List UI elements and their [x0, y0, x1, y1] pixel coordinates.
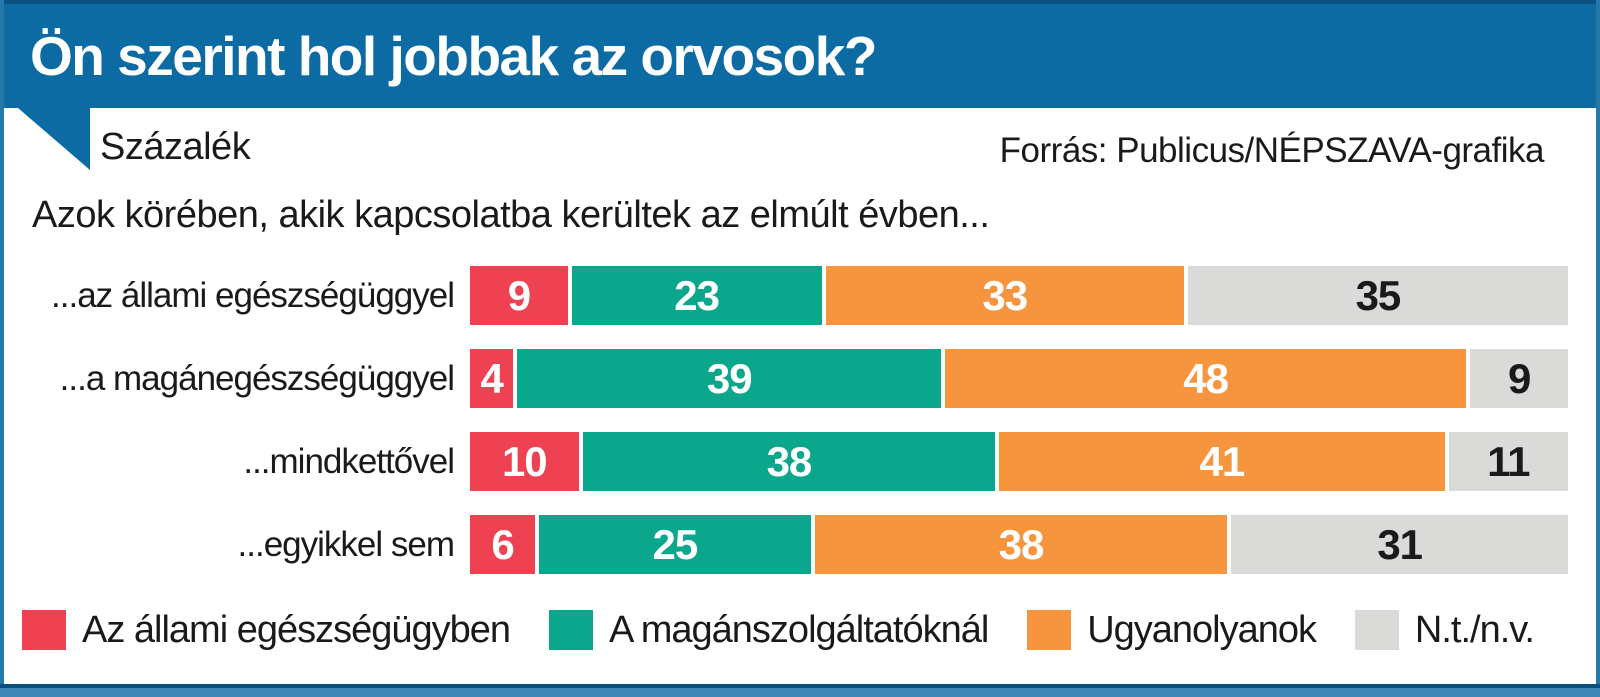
chart-subtitle: Azok körében, akik kapcsolatba kerültek … [32, 194, 990, 236]
bar-segment: 48 [944, 349, 1467, 408]
bar-value-label: 9 [1507, 354, 1531, 402]
legend-label: N.t./n.v. [1414, 608, 1535, 651]
legend-label: Az állami egészségügyben [82, 608, 511, 651]
bar-segment: 11 [1448, 432, 1568, 491]
bar-segment: 31 [1231, 515, 1568, 574]
page-title: Ön szerint hol jobbak az orvosok? [30, 24, 877, 87]
legend-label: A magánszolgáltatóknál [608, 608, 989, 651]
bar-value-label: 6 [491, 520, 514, 568]
row-label: ...az állami egészségüggyel [51, 275, 455, 315]
row-label: ...a magánegészségüggyel [59, 358, 455, 398]
bar-segment: 9 [470, 266, 568, 325]
bar-value-label: 23 [674, 271, 720, 319]
frame-bottom-strip [0, 688, 1600, 697]
row-bars: 4 39 48 9 [470, 349, 1568, 408]
legend-item: Ugyanolyanok [1027, 608, 1317, 652]
header-band: Ön szerint hol jobbak az orvosok? [0, 4, 1600, 108]
bar-segment: 23 [571, 266, 822, 325]
bar-segment: 38 [814, 515, 1228, 574]
bar-segment: 25 [539, 515, 811, 574]
legend-swatch [1354, 610, 1399, 650]
bar-value-label: 38 [998, 520, 1045, 568]
bar-value-label: 41 [1199, 437, 1246, 485]
row-bars: 10 38 41 11 [470, 432, 1568, 491]
row-bars: 9 23 33 35 [470, 266, 1568, 325]
bar-segment: 4 [470, 349, 514, 408]
bar-value-label: 10 [501, 437, 548, 485]
frame-bottom-line [0, 684, 1600, 688]
legend-item: N.t./n.v. [1354, 608, 1535, 652]
bar-segment: 10 [470, 432, 579, 491]
chart-row: ...a magánegészségüggyel 4 39 48 9 [0, 349, 1568, 408]
bar-segment: 41 [999, 432, 1445, 491]
row-bars: 6 25 38 31 [470, 515, 1568, 574]
bar-value-label: 33 [982, 271, 1028, 319]
chart-rows: ...az állami egészségüggyel 9 23 33 35 ...a m… [0, 266, 1568, 598]
bar-segment: 33 [825, 266, 1184, 325]
speech-bubble-tail [18, 108, 90, 170]
chart-row: ...az állami egészségüggyel 9 23 33 35 [0, 266, 1568, 325]
bar-value-label: 11 [1487, 437, 1530, 485]
chart-legend: Az állami egészségügyben A magánszolgálta… [22, 607, 1535, 653]
chart-row: ...egyikkel sem 6 25 38 31 [0, 515, 1568, 574]
frame-left-border [0, 0, 4, 697]
bar-segment: 39 [517, 349, 941, 408]
bar-value-label: 38 [766, 437, 813, 485]
frame-top-line [0, 0, 1600, 4]
legend-swatch [548, 610, 593, 650]
legend-swatch [1027, 610, 1072, 650]
row-label: ...egyikkel sem [237, 524, 455, 564]
bar-value-label: 39 [706, 354, 753, 402]
legend-item: Az állami egészségügyben [22, 608, 511, 652]
unit-label: Százalék [100, 126, 251, 168]
bar-value-label: 35 [1355, 271, 1402, 319]
bar-value-label: 9 [507, 271, 531, 319]
bar-value-label: 25 [652, 520, 699, 568]
bar-segment: 38 [582, 432, 996, 491]
chart-row: ...mindkettővel 10 38 41 11 [0, 432, 1568, 491]
bar-segment: 6 [470, 515, 536, 574]
legend-item: A magánszolgáltatóknál [548, 608, 989, 652]
bar-segment: 35 [1187, 266, 1568, 325]
row-label: ...mindkettővel [243, 441, 455, 481]
bar-value-label: 48 [1183, 354, 1229, 402]
frame-right-border [1596, 0, 1600, 697]
bar-value-label: 31 [1377, 520, 1423, 568]
source-credit: Forrás: Publicus/NÉPSZAVA-grafika [999, 131, 1545, 170]
bar-value-label: 4 [480, 354, 504, 402]
legend-swatch [22, 610, 66, 650]
legend-label: Ugyanolyanok [1087, 608, 1317, 651]
bar-segment: 9 [1470, 349, 1568, 408]
